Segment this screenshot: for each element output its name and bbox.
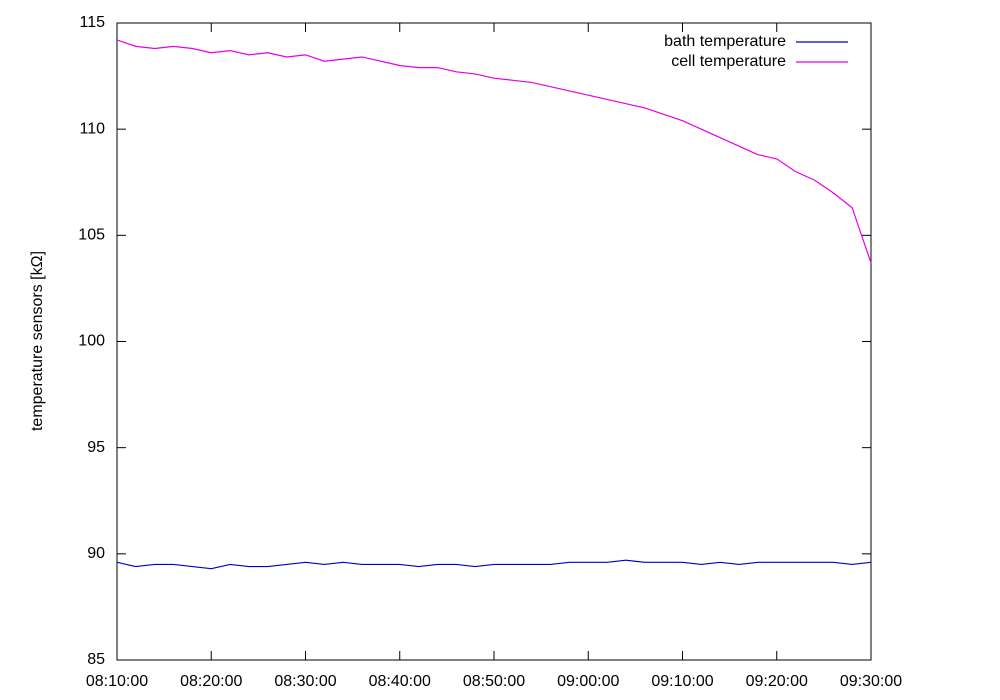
data-line	[116, 559, 872, 570]
x-tick-label: 09:10:00	[651, 673, 713, 690]
x-tick-label: 08:20:00	[180, 673, 242, 690]
x-tick-label: 09:20:00	[746, 673, 808, 690]
y-tick-label: 105	[78, 227, 105, 244]
y-tick-label: 110	[79, 120, 105, 137]
x-tick-label: 08:50:00	[463, 673, 525, 690]
legend-label: cell temperature	[671, 53, 786, 70]
y-tick-label: 85	[87, 651, 105, 668]
x-tick-label: 08:40:00	[369, 673, 431, 690]
x-tick-label: 09:30:00	[840, 673, 902, 690]
legend-label: bath temperature	[664, 33, 786, 50]
y-tick-label: 90	[87, 545, 105, 562]
x-tick-label: 09:00:00	[557, 673, 619, 690]
y-axis-label: temperature sensors [kΩ]	[29, 251, 46, 431]
x-tick-label: 08:10:00	[86, 673, 148, 690]
data-line	[116, 39, 872, 264]
y-tick-label: 115	[79, 14, 105, 31]
y-tick-label: 95	[87, 439, 105, 456]
x-tick-label: 08:30:00	[274, 673, 336, 690]
y-tick-label: 100	[78, 333, 105, 350]
